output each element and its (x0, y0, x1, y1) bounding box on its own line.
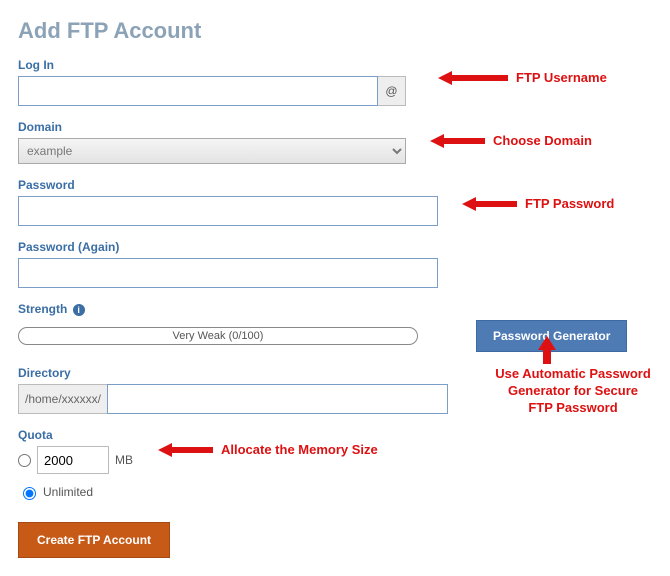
mb-label: MB (115, 453, 133, 467)
annotation-domain: Choose Domain (493, 133, 592, 148)
annotation-quota: Allocate the Memory Size (221, 442, 378, 457)
password-again-label: Password (Again) (18, 240, 652, 254)
quota-label: Quota (18, 428, 652, 442)
arrow-icon (158, 443, 213, 457)
directory-prefix: /home/xxxxxx/ (18, 384, 107, 414)
quota-limited-radio[interactable] (18, 454, 31, 467)
strength-label: Strength i (18, 302, 652, 316)
quota-unlimited-radio[interactable] (23, 487, 36, 500)
strength-meter: Very Weak (0/100) (18, 327, 418, 345)
domain-label: Domain (18, 120, 652, 134)
arrow-icon (462, 197, 517, 211)
quota-value-input[interactable] (37, 446, 109, 474)
arrow-icon (430, 134, 485, 148)
unlimited-label: Unlimited (43, 485, 93, 499)
directory-input[interactable] (107, 384, 448, 414)
login-input[interactable] (18, 76, 378, 106)
annotation-password: FTP Password (525, 196, 614, 211)
annotation-username: FTP Username (516, 70, 607, 85)
info-icon[interactable]: i (73, 304, 85, 316)
at-button[interactable]: @ (378, 76, 406, 106)
arrow-icon (538, 336, 556, 367)
password-input[interactable] (18, 196, 438, 226)
password-label: Password (18, 178, 652, 192)
create-ftp-button[interactable]: Create FTP Account (18, 522, 170, 558)
annotation-pwgen: Use Automatic PasswordGenerator for Secu… (478, 366, 668, 417)
page-title: Add FTP Account (18, 18, 652, 44)
domain-select[interactable]: example (18, 138, 406, 164)
arrow-icon (438, 71, 508, 85)
password-again-input[interactable] (18, 258, 438, 288)
